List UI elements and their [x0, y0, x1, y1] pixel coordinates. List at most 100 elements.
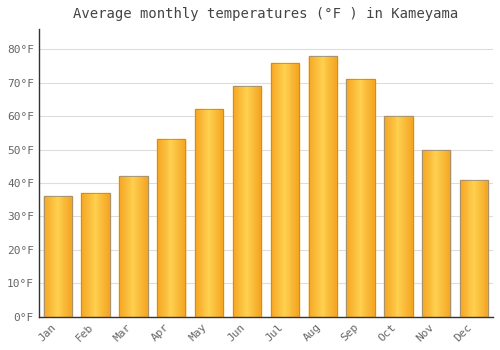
- Bar: [330, 56, 331, 317]
- Bar: [127, 176, 128, 317]
- Bar: [87, 193, 88, 317]
- Bar: [331, 56, 332, 317]
- Bar: [423, 149, 424, 317]
- Bar: [206, 109, 208, 317]
- Bar: [352, 79, 353, 317]
- Bar: [481, 180, 482, 317]
- Bar: [353, 79, 354, 317]
- Bar: [254, 86, 256, 317]
- Bar: [364, 79, 366, 317]
- Bar: [313, 56, 314, 317]
- Bar: [322, 56, 324, 317]
- Bar: [143, 176, 144, 317]
- Bar: [437, 149, 438, 317]
- Bar: [119, 176, 148, 317]
- Bar: [278, 63, 279, 317]
- Bar: [238, 86, 240, 317]
- Bar: [355, 79, 356, 317]
- Bar: [57, 196, 58, 317]
- Bar: [103, 193, 104, 317]
- Bar: [104, 193, 105, 317]
- Bar: [428, 149, 430, 317]
- Bar: [123, 176, 124, 317]
- Bar: [90, 193, 91, 317]
- Bar: [442, 149, 443, 317]
- Bar: [308, 56, 310, 317]
- Bar: [247, 86, 248, 317]
- Bar: [404, 116, 405, 317]
- Bar: [391, 116, 392, 317]
- Bar: [473, 180, 474, 317]
- Bar: [211, 109, 212, 317]
- Bar: [105, 193, 106, 317]
- Bar: [198, 109, 200, 317]
- Bar: [384, 116, 385, 317]
- Bar: [85, 193, 86, 317]
- Bar: [403, 116, 404, 317]
- Bar: [208, 109, 209, 317]
- Bar: [51, 196, 52, 317]
- Bar: [52, 196, 53, 317]
- Title: Average monthly temperatures (°F ) in Kameyama: Average monthly temperatures (°F ) in Ka…: [74, 7, 458, 21]
- Bar: [349, 79, 350, 317]
- Bar: [333, 56, 334, 317]
- Bar: [233, 86, 261, 317]
- Bar: [297, 63, 298, 317]
- Bar: [108, 193, 109, 317]
- Bar: [290, 63, 292, 317]
- Bar: [128, 176, 130, 317]
- Bar: [360, 79, 362, 317]
- Bar: [139, 176, 140, 317]
- Bar: [372, 79, 373, 317]
- Bar: [210, 109, 211, 317]
- Bar: [464, 180, 466, 317]
- Bar: [384, 116, 412, 317]
- Bar: [242, 86, 243, 317]
- Bar: [109, 193, 110, 317]
- Bar: [369, 79, 370, 317]
- Bar: [107, 193, 108, 317]
- Bar: [358, 79, 360, 317]
- Bar: [470, 180, 472, 317]
- Bar: [92, 193, 94, 317]
- Bar: [272, 63, 274, 317]
- Bar: [213, 109, 214, 317]
- Bar: [159, 139, 160, 317]
- Bar: [244, 86, 245, 317]
- Bar: [427, 149, 428, 317]
- Bar: [312, 56, 313, 317]
- Bar: [270, 63, 272, 317]
- Bar: [387, 116, 388, 317]
- Bar: [251, 86, 252, 317]
- Bar: [286, 63, 287, 317]
- Bar: [82, 193, 84, 317]
- Bar: [318, 56, 319, 317]
- Bar: [308, 56, 337, 317]
- Bar: [164, 139, 166, 317]
- Bar: [160, 139, 161, 317]
- Bar: [71, 196, 72, 317]
- Bar: [336, 56, 337, 317]
- Bar: [89, 193, 90, 317]
- Bar: [70, 196, 71, 317]
- Bar: [82, 193, 110, 317]
- Bar: [400, 116, 402, 317]
- Bar: [270, 63, 299, 317]
- Bar: [91, 193, 92, 317]
- Bar: [276, 63, 278, 317]
- Bar: [94, 193, 96, 317]
- Bar: [321, 56, 322, 317]
- Bar: [324, 56, 326, 317]
- Bar: [86, 193, 87, 317]
- Bar: [484, 180, 486, 317]
- Bar: [246, 86, 247, 317]
- Bar: [335, 56, 336, 317]
- Bar: [444, 149, 445, 317]
- Bar: [215, 109, 216, 317]
- Bar: [119, 176, 120, 317]
- Bar: [315, 56, 316, 317]
- Bar: [145, 176, 146, 317]
- Bar: [274, 63, 276, 317]
- Bar: [350, 79, 351, 317]
- Bar: [200, 109, 202, 317]
